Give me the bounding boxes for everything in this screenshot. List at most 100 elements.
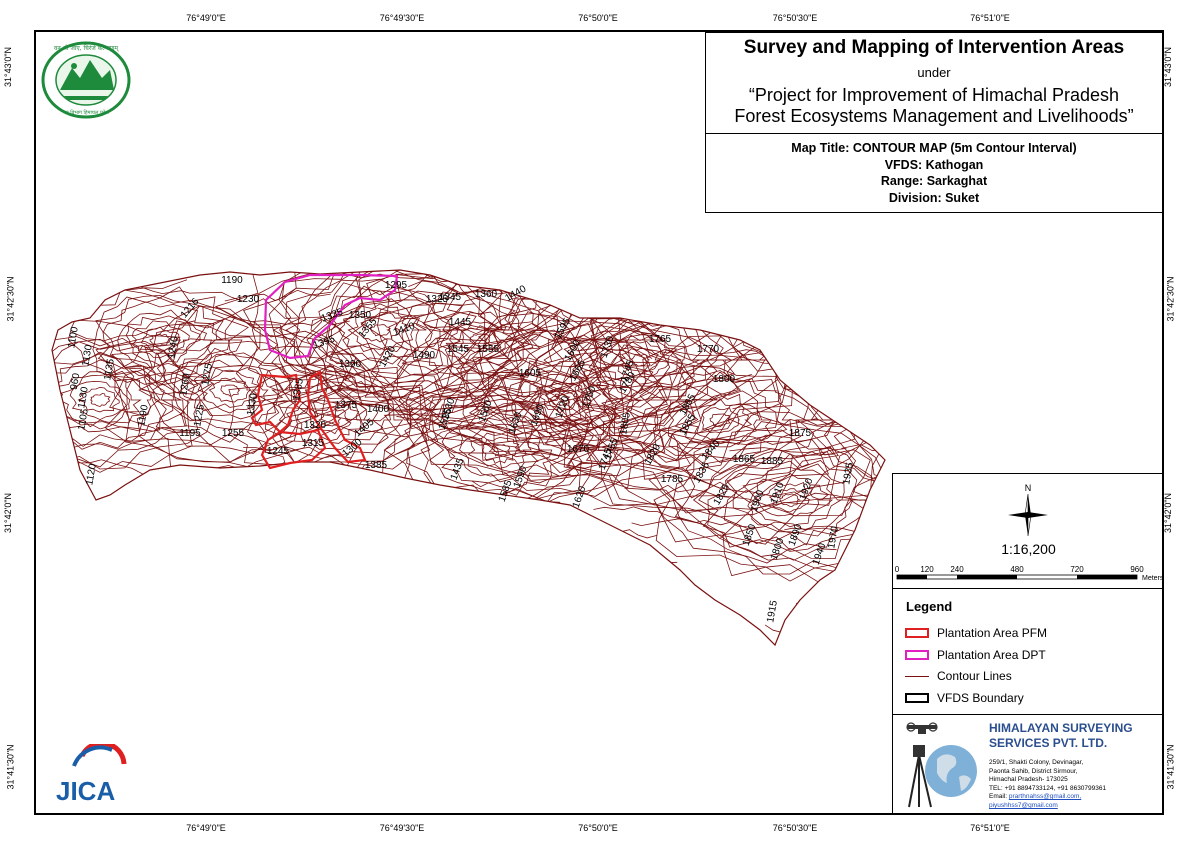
contour-line xyxy=(52,336,206,473)
contour-line xyxy=(750,472,834,528)
contour-line xyxy=(338,303,421,357)
contour-elevation-label: 1320 xyxy=(304,420,327,431)
svg-text:वन विभाग हिमाचल प्रदेश: वन विभाग हिमाचल प्रदेश xyxy=(63,109,109,116)
contour-line xyxy=(612,606,729,626)
company-panel: HIMALAYAN SURVEYING SERVICES PVT. LTD. 2… xyxy=(892,714,1163,814)
project-title-line-1: “Project for Improvement of Himachal Pra… xyxy=(748,85,1120,105)
contour-line xyxy=(92,296,243,386)
contour-line xyxy=(388,278,581,402)
scale-tick-label: 960 xyxy=(1130,565,1144,574)
contour-elevation-label: 1330 xyxy=(245,392,260,416)
range-name: Range: Sarkaghat xyxy=(880,174,988,188)
contour-line xyxy=(471,473,571,488)
plantation-area-pfm[interactable] xyxy=(306,370,367,464)
contour-line xyxy=(729,447,847,458)
contour-line xyxy=(149,333,171,347)
contour-line xyxy=(295,270,668,446)
contour-line xyxy=(555,336,653,359)
contour-line xyxy=(614,606,719,622)
contour-line xyxy=(180,359,284,420)
contour-elevation-label: 1190 xyxy=(221,275,243,286)
contour-line xyxy=(456,333,669,474)
contour-line xyxy=(779,493,801,507)
contour-line xyxy=(420,401,583,499)
contour-elevation-label: 1785 xyxy=(661,474,684,485)
contour-elevation-label: 1245 xyxy=(267,446,290,457)
contour-elevation-label: 1275 xyxy=(200,362,215,386)
contour-elevation-label: 1120 xyxy=(84,463,99,487)
contour-elevation-label: 1555 xyxy=(477,344,500,355)
contour-line xyxy=(639,370,809,474)
contour-line xyxy=(692,439,885,564)
graticule-label: 76°51'0"E xyxy=(970,13,1010,23)
contour-line xyxy=(109,316,352,463)
contour-line xyxy=(252,319,350,326)
contour-line xyxy=(246,366,425,479)
contour-line xyxy=(345,563,466,572)
contour-elevation-label: 1190 xyxy=(136,404,151,428)
contour-line xyxy=(52,340,202,468)
plantation-area-dpt[interactable] xyxy=(263,273,399,360)
legend-title: Legend xyxy=(906,599,953,614)
contour-line xyxy=(796,352,885,363)
contour-elevation-label: 1765 xyxy=(649,334,672,345)
contour-elevation-label: 1130 xyxy=(76,386,91,410)
contour-line xyxy=(548,412,658,433)
contour-elevation-label: 1100 xyxy=(66,326,81,350)
contour-elevation-label: 1400 xyxy=(367,404,390,415)
contour-line xyxy=(53,543,152,560)
contour-line xyxy=(588,329,686,389)
contour-line xyxy=(208,377,252,403)
svg-text:JICA: JICA xyxy=(56,776,115,806)
contour-elevation-label: 1910 xyxy=(769,480,787,505)
contour-line xyxy=(732,406,850,427)
contour-elevation-label: 1360 xyxy=(475,289,498,300)
contour-elevation-label: 1545 xyxy=(447,344,470,355)
contour-elevation-label: 1445 xyxy=(449,317,472,328)
contour-line xyxy=(264,372,404,467)
contour-line xyxy=(286,394,372,447)
contour-line xyxy=(405,322,509,335)
contour-line xyxy=(701,419,804,437)
contour-line xyxy=(246,388,355,406)
contour-line xyxy=(398,295,718,497)
forest-department-logo-icon: वन श्री जाए, चिरंजे कल्याणम् वन विभाग हि… xyxy=(41,41,131,119)
contour-line xyxy=(593,506,707,526)
contour-line xyxy=(285,278,464,388)
contour-elevation-label: 1630 xyxy=(507,410,525,435)
contour-line xyxy=(742,466,843,534)
graticule-label: 76°50'30"E xyxy=(772,823,818,833)
contour-line xyxy=(439,311,526,366)
plantation-area-pfm[interactable] xyxy=(250,373,302,434)
contour-line xyxy=(104,305,355,477)
contour-line xyxy=(395,434,498,455)
legend-item-dpt: Plantation Area DPT xyxy=(905,647,1046,663)
contour-line xyxy=(404,291,556,391)
email-link-1[interactable]: prarthnahss@gmail.com, xyxy=(1008,793,1082,801)
legend-item-boundary: VFDS Boundary xyxy=(905,690,1024,706)
contour-line xyxy=(80,565,195,587)
contour-line xyxy=(655,376,788,463)
contour-line xyxy=(129,368,213,395)
contour-line xyxy=(128,610,236,623)
contour-line xyxy=(67,286,249,395)
contour-line xyxy=(364,302,475,320)
division-name: Division: Suket xyxy=(888,190,980,205)
contour-line xyxy=(102,301,224,377)
contour-elevation-label: 1605 xyxy=(519,368,542,379)
email-link-2[interactable]: piyushhss7@gmail.com xyxy=(989,801,1058,809)
contour-elevation-label: 1620 xyxy=(571,484,589,509)
contour-line xyxy=(539,387,581,414)
scale-tick-label: 240 xyxy=(950,565,964,574)
contour-line xyxy=(64,415,189,432)
plantation-area-pfm[interactable] xyxy=(260,428,327,470)
contour-line xyxy=(140,326,182,352)
contour-line xyxy=(243,445,352,459)
contour-elevation-label: 1375 xyxy=(335,400,358,411)
project-title-line-2: Forest Ecosystems Management and Livelih… xyxy=(734,106,1134,126)
contour-line xyxy=(52,353,186,450)
contour-line xyxy=(624,484,730,498)
scale-tick-label: 480 xyxy=(1010,565,1024,574)
